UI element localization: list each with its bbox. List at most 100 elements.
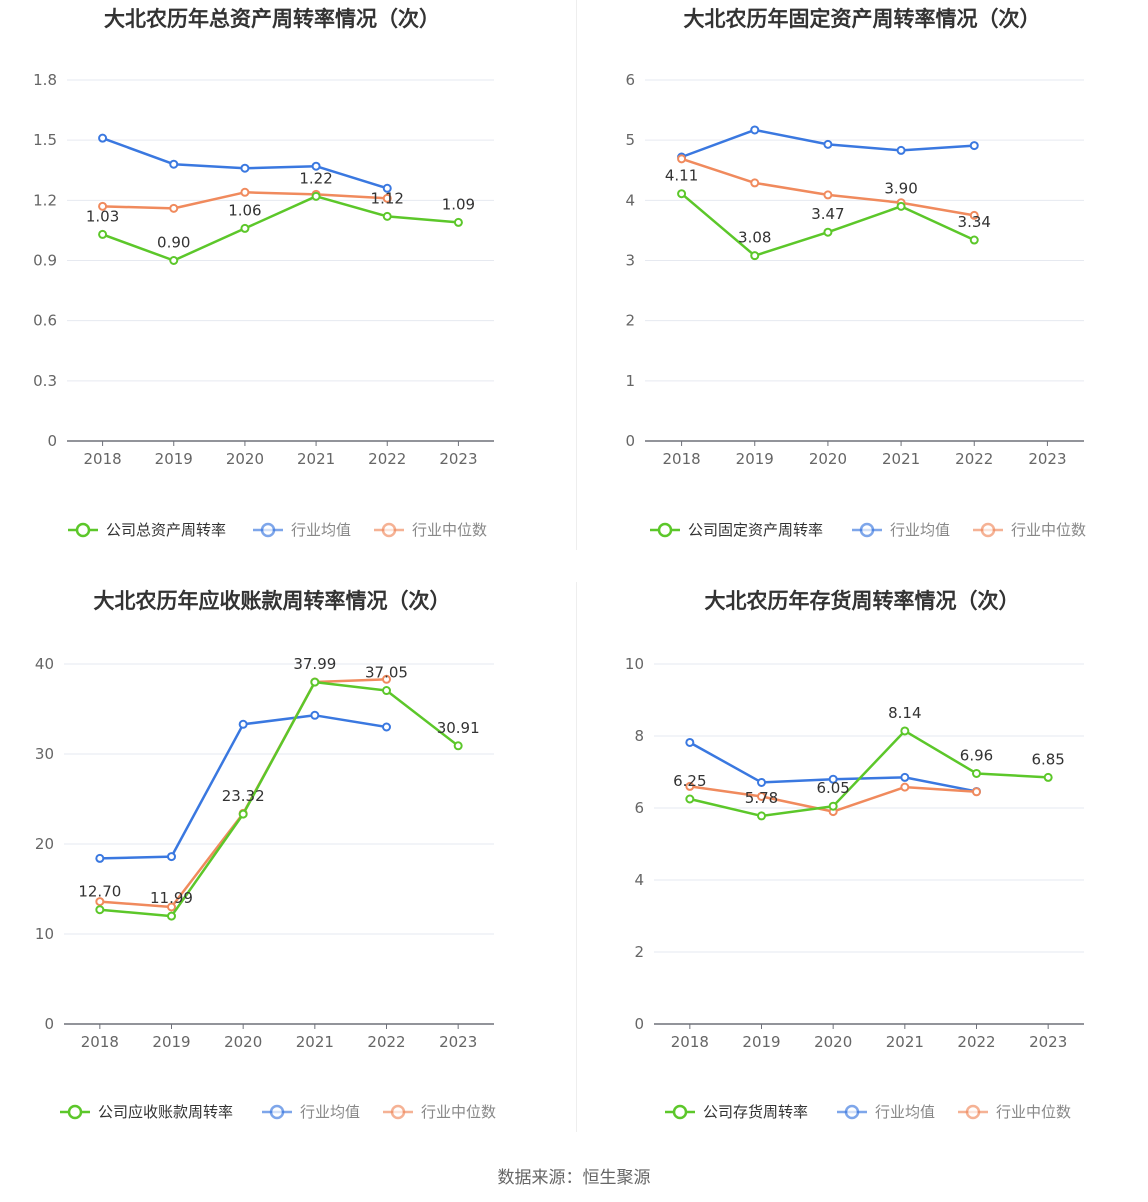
x-tick-label: 2020 (814, 1033, 852, 1051)
legend-label: 行业中位数 (1011, 521, 1086, 539)
data-label: 1.09 (442, 195, 475, 213)
data-point-avg (685, 737, 695, 747)
chart-title: 大北农历年存货周转率情况（次） (705, 589, 1020, 613)
chart-fixed-assets: 大北农历年固定资产周转率情况（次） 0 1 2 3 4 5 6 2018 2019 2020 2021… (625, 7, 1086, 539)
x-tick-label: 2022 (957, 1033, 995, 1051)
data-point-avg (382, 722, 391, 732)
y-tick-label: 0.9 (33, 252, 57, 270)
legend-label: 公司总资产周转率 (106, 521, 226, 539)
data-point-median (167, 902, 176, 912)
legend-item-company[interactable]: 公司存货周转率 (665, 1103, 808, 1121)
y-tick-label: 4 (634, 871, 644, 889)
x-tick-label: 2021 (297, 450, 335, 468)
y-tick-label: 0 (625, 432, 635, 450)
x-tick-label: 2018 (83, 450, 121, 468)
legend-item-company[interactable]: 公司总资产周转率 (68, 521, 226, 539)
data-label: 37.05 (365, 664, 408, 682)
vertical-divider-top (576, 0, 577, 550)
legend-item-avg[interactable]: 行业均值 (852, 521, 950, 539)
data-label: 1.12 (371, 189, 404, 207)
data-source-note: 数据来源：恒生聚源 (497, 1168, 651, 1188)
data-label: 6.25 (673, 772, 706, 790)
legend-marker (844, 1104, 860, 1120)
data-point-company (453, 217, 463, 227)
legend-marker (965, 1104, 981, 1120)
legend-label: 行业中位数 (996, 1103, 1071, 1121)
data-point-avg (900, 772, 910, 782)
data-point-median (169, 203, 179, 213)
y-tick-label: 1.5 (33, 131, 57, 149)
data-point-avg (382, 183, 392, 193)
chart-title: 大北农历年总资产周转率情况（次） (104, 7, 440, 31)
data-point-median (95, 897, 105, 907)
data-point-company (900, 726, 910, 736)
data-point-median (98, 201, 108, 211)
legend-label: 行业中位数 (412, 521, 487, 539)
data-label: 3.47 (811, 205, 844, 223)
legend-item-median[interactable]: 行业中位数 (973, 521, 1086, 539)
data-point-company (757, 811, 766, 821)
legend-item-median[interactable]: 行业中位数 (958, 1103, 1071, 1121)
data-point-median (900, 782, 910, 792)
legend-label: 公司应收账款周转率 (98, 1103, 233, 1121)
legend-item-avg[interactable]: 行业均值 (253, 521, 351, 539)
x-tick-label: 2021 (886, 1033, 924, 1051)
data-label: 8.14 (888, 704, 921, 722)
data-label: 5.78 (745, 789, 778, 807)
x-tick-label: 2019 (742, 1033, 780, 1051)
data-point-median (972, 787, 981, 797)
data-label: 1.22 (299, 169, 332, 187)
y-tick-label: 0 (44, 1015, 54, 1033)
x-tick-label: 2022 (368, 450, 406, 468)
x-tick-label: 2023 (1029, 1033, 1067, 1051)
y-tick-label: 5 (625, 131, 635, 149)
data-point-avg (98, 133, 108, 143)
chart-panel-total-assets: 大北农历年总资产周转率情况（次） 0 0.3 0.6 0.9 1.2 1.5 1.8 2018 2… (0, 0, 560, 560)
legend-marker (980, 522, 996, 538)
y-tick-label: 10 (35, 925, 54, 943)
data-point-company (823, 227, 833, 237)
y-tick-label: 0.6 (33, 312, 57, 330)
y-tick-label: 30 (35, 745, 54, 763)
data-point-company (972, 768, 981, 778)
y-tick-label: 6 (634, 799, 644, 817)
data-point-company (382, 686, 391, 696)
y-tick-label: 1.8 (33, 71, 57, 89)
legend-item-company[interactable]: 公司应收账款周转率 (60, 1103, 233, 1121)
data-point-company (240, 223, 250, 233)
data-point-avg (750, 125, 760, 135)
x-tick-label: 2020 (226, 450, 264, 468)
legend-marker (75, 522, 91, 538)
data-label: 3.08 (738, 229, 771, 247)
legend-item-company[interactable]: 公司固定资产周转率 (650, 521, 823, 539)
x-tick-label: 2023 (439, 450, 477, 468)
y-tick-label: 2 (634, 943, 644, 961)
data-label: 37.99 (293, 655, 336, 673)
x-tick-label: 2019 (155, 450, 193, 468)
legend-item-median[interactable]: 行业中位数 (383, 1103, 496, 1121)
y-tick-label: 1.2 (33, 191, 57, 209)
legend-item-avg[interactable]: 行业均值 (262, 1103, 360, 1121)
data-point-company (382, 211, 392, 221)
legend-item-avg[interactable]: 行业均值 (837, 1103, 935, 1121)
legend-label: 行业中位数 (421, 1103, 496, 1121)
chart-title: 大北农历年固定资产周转率情况（次） (684, 7, 1041, 31)
x-tick-label: 2023 (1028, 450, 1066, 468)
data-point-company (677, 189, 687, 199)
legend-label: 行业均值 (875, 1103, 935, 1121)
data-point-avg (969, 141, 979, 151)
data-label: 4.11 (665, 167, 698, 185)
data-point-avg (757, 777, 766, 787)
legend-marker (657, 522, 673, 538)
y-tick-label: 8 (634, 727, 644, 745)
data-point-company (896, 201, 906, 211)
data-label: 23.32 (222, 787, 265, 805)
chart-inventory: 大北农历年存货周转率情况（次） 0 2 4 6 8 10 2018 2019 2020 2021 20… (625, 589, 1084, 1121)
data-point-company (1043, 772, 1053, 782)
chart-panel-inventory: 大北农历年存货周转率情况（次） 0 2 4 6 8 10 2018 2019 2020 2021 20… (576, 582, 1136, 1142)
chart-panel-receivables: 大北农历年应收账款周转率情况（次） 0 10 20 30 40 2018 2019 2020 20… (0, 582, 560, 1142)
legend-item-median[interactable]: 行业中位数 (374, 521, 487, 539)
legend-label: 行业均值 (291, 521, 351, 539)
data-label: 1.06 (228, 201, 261, 219)
data-label: 12.70 (78, 883, 121, 901)
